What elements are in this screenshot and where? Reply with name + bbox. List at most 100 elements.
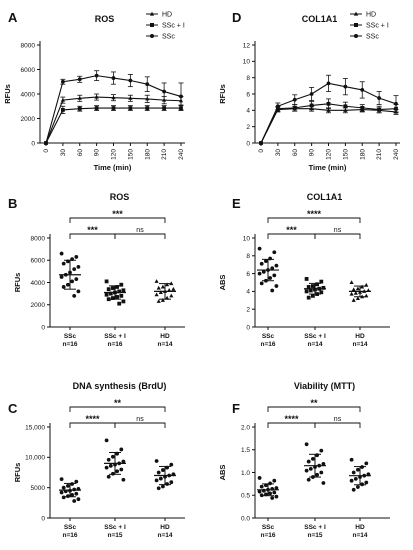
y-tick-label: 6000 xyxy=(21,67,36,74)
y-tick-label: 4000 xyxy=(21,91,36,98)
data-point xyxy=(61,261,66,266)
group-n-label: n=15 xyxy=(308,532,323,539)
y-tick-label: 2 xyxy=(246,124,250,131)
significance-label: ns xyxy=(334,416,342,423)
data-point xyxy=(360,88,365,92)
x-tick-label: 60 xyxy=(292,149,299,157)
data-point xyxy=(355,296,360,301)
x-tick-label: 180 xyxy=(359,149,366,160)
chart-title: ROS xyxy=(110,192,130,202)
data-point xyxy=(154,279,159,283)
y-tick-label: 0.0 xyxy=(241,515,250,522)
data-point xyxy=(275,104,280,109)
data-point xyxy=(264,259,268,264)
legend-marker xyxy=(150,34,154,38)
data-point xyxy=(326,81,331,86)
data-point xyxy=(304,442,309,447)
data-point xyxy=(292,97,297,102)
legend: HD SSc + I SSc xyxy=(350,12,389,41)
group-n-label: n=14 xyxy=(158,532,173,539)
group-label: SSc xyxy=(64,524,77,531)
data-point xyxy=(165,482,170,486)
series-line xyxy=(260,82,397,144)
significance-label: *** xyxy=(286,225,297,235)
data-point xyxy=(257,271,262,276)
series-line xyxy=(45,96,182,144)
data-point xyxy=(115,295,119,299)
data-point xyxy=(77,77,82,82)
significance-bracket: **** xyxy=(69,414,116,428)
y-tick-label: 6 xyxy=(246,271,250,278)
series-hd xyxy=(43,93,184,145)
data-point xyxy=(119,447,124,452)
chart-title: ROS xyxy=(95,14,115,24)
y-tick-label: 10 xyxy=(243,235,251,242)
chart-title: Viability (MTT) xyxy=(294,381,355,391)
data-point xyxy=(326,108,331,112)
significance-label: ** xyxy=(310,398,318,408)
data-point xyxy=(356,467,360,472)
data-point xyxy=(377,107,382,112)
series-ssc-i xyxy=(259,98,399,145)
chart-title: COL1A1 xyxy=(307,192,343,202)
data-point xyxy=(311,293,315,298)
legend-label: SSc xyxy=(162,34,175,41)
y-axis-label: ABS xyxy=(218,275,227,291)
data-point xyxy=(165,282,170,287)
data-point xyxy=(70,482,74,486)
data-point xyxy=(311,456,315,461)
x-axis-label: Time (min) xyxy=(94,163,132,172)
data-point xyxy=(74,491,79,496)
significance-bracket: *** xyxy=(267,225,316,239)
data-point xyxy=(104,465,109,470)
group-n-label: n=16 xyxy=(261,341,276,348)
data-point xyxy=(351,487,356,492)
data-point xyxy=(351,298,356,302)
data-point xyxy=(259,261,264,266)
data-point xyxy=(154,292,159,297)
series-ssc xyxy=(259,74,399,145)
significance-label: ns xyxy=(136,416,144,423)
group-n-label: n=14 xyxy=(308,341,323,348)
data-point xyxy=(59,477,64,482)
data-point xyxy=(117,289,122,294)
y-tick-label: 6000 xyxy=(31,258,46,265)
data-point xyxy=(162,89,167,94)
y-tick-label: 8 xyxy=(246,75,250,82)
y-tick-label: 0 xyxy=(246,324,250,331)
x-tick-label: 120 xyxy=(326,149,333,160)
data-point xyxy=(319,470,324,475)
data-point xyxy=(111,95,116,100)
x-tick-label: 0 xyxy=(43,149,50,153)
data-point xyxy=(351,470,356,475)
data-point xyxy=(261,269,266,274)
bracket-line xyxy=(314,422,361,428)
data-point xyxy=(104,292,109,297)
data-point xyxy=(72,293,77,298)
x-tick-label: 150 xyxy=(127,149,134,160)
panel-c: C DNA synthesis (BrdU) 0 5000 10,000 15,000 RF… xyxy=(8,381,185,539)
data-point xyxy=(72,487,77,492)
data-point xyxy=(353,290,358,295)
data-point xyxy=(364,480,369,485)
group-n-label: n=16 xyxy=(63,341,78,348)
legend-marker xyxy=(354,23,358,27)
data-point xyxy=(304,277,309,281)
data-point xyxy=(360,105,365,110)
y-tick-label: 2000 xyxy=(31,302,46,309)
group-n-label: n=14 xyxy=(353,341,368,348)
group-label: HD xyxy=(355,333,365,340)
data-point xyxy=(111,286,115,290)
group-n-label: n=14 xyxy=(353,532,368,539)
data-point xyxy=(259,484,264,489)
data-point xyxy=(268,491,272,496)
group-hd: HDn=14 xyxy=(154,459,176,539)
data-point xyxy=(61,285,66,289)
data-point xyxy=(274,486,279,490)
data-point xyxy=(306,477,311,482)
bracket-line xyxy=(69,217,166,223)
significance-bracket: *** xyxy=(69,209,166,223)
